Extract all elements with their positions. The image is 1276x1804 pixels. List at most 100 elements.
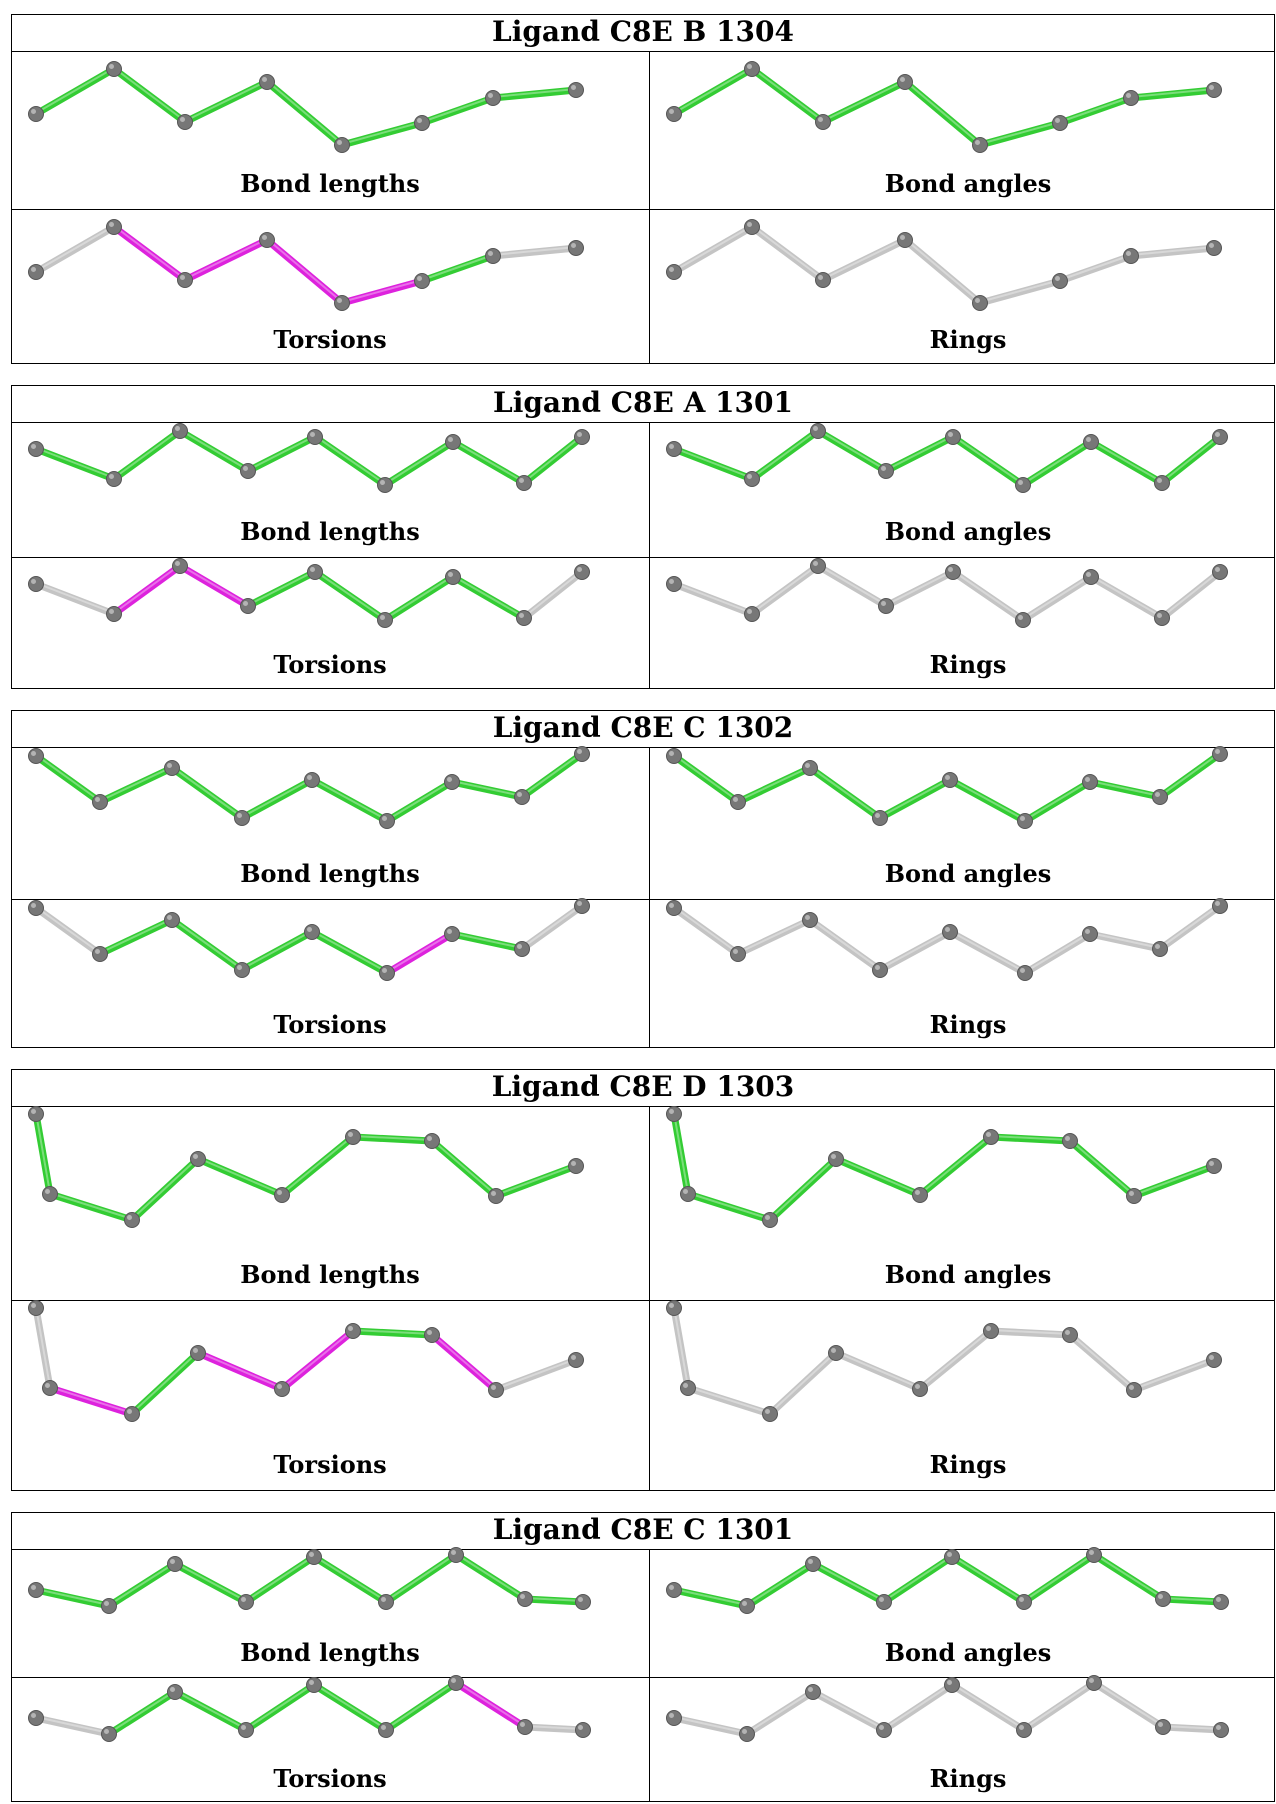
- atom: [1015, 477, 1031, 493]
- atom: [805, 1556, 821, 1572]
- bond: [1087, 438, 1166, 487]
- ligand-title: Ligand C8E A 1301: [493, 386, 793, 419]
- bond: [32, 223, 118, 276]
- column-divider: [649, 748, 650, 1048]
- molecule-diagram: [28, 1547, 591, 1614]
- atom: [876, 1722, 892, 1738]
- bond: [670, 1110, 692, 1198]
- atom: [1083, 434, 1099, 450]
- panel-bond-angles: Bond angles: [650, 1106, 1276, 1299]
- panel-label: Bond angles: [884, 169, 1052, 198]
- bond: [748, 562, 822, 618]
- atom: [575, 1722, 591, 1738]
- atom: [815, 114, 831, 130]
- atom: [872, 810, 888, 826]
- ligand-card: Ligand C8E C 1302 Bond lengths Bond angl…: [11, 710, 1275, 1048]
- bond: [418, 94, 497, 127]
- bond: [948, 1553, 1028, 1606]
- atom: [1126, 1382, 1142, 1398]
- atom: [345, 1129, 361, 1145]
- atom: [445, 434, 461, 450]
- atom: [744, 606, 760, 622]
- atom: [379, 813, 395, 829]
- bond: [1019, 573, 1095, 624]
- bond: [1156, 902, 1224, 953]
- atom: [876, 1594, 892, 1610]
- atom: [378, 1594, 394, 1610]
- bond: [238, 928, 316, 974]
- bond: [349, 1327, 436, 1339]
- atom: [730, 946, 746, 962]
- atom: [92, 946, 108, 962]
- bond: [1066, 1137, 1138, 1200]
- panel-label: Torsions: [273, 1764, 387, 1793]
- bond: [882, 568, 957, 610]
- bond: [278, 1133, 357, 1199]
- atom: [274, 1187, 290, 1203]
- atom: [1213, 1594, 1229, 1610]
- atom: [124, 1212, 140, 1228]
- panel-rings: Rings: [650, 210, 1276, 364]
- molecule-diagram: [666, 219, 1222, 311]
- bond: [766, 1155, 840, 1224]
- atom: [1082, 926, 1098, 942]
- molecule-diagram: [666, 746, 1228, 829]
- atom: [106, 606, 122, 622]
- bond: [428, 1331, 500, 1394]
- column-divider: [649, 1107, 650, 1491]
- atom: [944, 1549, 960, 1565]
- atom: [190, 1151, 206, 1167]
- atom: [517, 1719, 533, 1735]
- bond: [96, 916, 176, 958]
- panel-torsions: Torsions: [12, 210, 648, 364]
- bond: [814, 562, 890, 610]
- atom: [568, 1158, 584, 1174]
- atom: [167, 1556, 183, 1572]
- atom: [762, 1406, 778, 1422]
- bond: [748, 427, 822, 483]
- panel-torsions: Torsions: [12, 1300, 648, 1491]
- atom: [680, 1380, 696, 1396]
- row-divider: [12, 209, 1274, 210]
- bond: [1159, 1723, 1225, 1734]
- atom: [177, 114, 193, 130]
- bond: [946, 928, 1029, 977]
- atom: [306, 1549, 322, 1565]
- bond: [449, 438, 528, 487]
- atom: [828, 1345, 844, 1361]
- panel-label: Rings: [929, 1010, 1007, 1039]
- panel-label: Bond lengths: [240, 859, 420, 888]
- atom: [485, 248, 501, 264]
- panel-torsions: Torsions: [12, 1675, 648, 1802]
- bond: [96, 764, 176, 806]
- panel-label: Bond angles: [884, 517, 1052, 546]
- atom: [1213, 1722, 1229, 1738]
- molecule-diagram: [666, 898, 1228, 981]
- bond: [46, 1384, 136, 1418]
- panel-bond-lengths: Bond lengths: [12, 1547, 648, 1676]
- bond: [670, 1586, 751, 1610]
- bond: [32, 1586, 113, 1610]
- bond: [880, 1553, 956, 1606]
- bond: [263, 78, 346, 149]
- bond: [194, 1155, 286, 1199]
- ligand-card: Ligand C8E B 1304 Bond lengths Bond angl…: [11, 14, 1275, 364]
- panel-bond-lengths: Bond lengths: [12, 423, 648, 556]
- atom: [983, 1129, 999, 1145]
- title-divider: [12, 747, 1274, 748]
- bond: [670, 904, 742, 958]
- atom: [377, 612, 393, 628]
- panel-label: Torsions: [273, 650, 387, 679]
- molecule-diagram: [666, 1547, 1229, 1614]
- panel-bond-lengths: Bond lengths: [12, 1106, 648, 1299]
- bond: [819, 78, 909, 126]
- molecule-diagram: [666, 1300, 1222, 1422]
- bond: [32, 752, 104, 806]
- atom: [234, 962, 250, 978]
- bond: [32, 580, 118, 618]
- ligand-title: Ligand C8E C 1302: [492, 711, 794, 744]
- title-divider: [12, 1549, 1274, 1550]
- atom: [942, 924, 958, 940]
- atom: [28, 1582, 44, 1598]
- title-divider: [12, 1106, 1274, 1107]
